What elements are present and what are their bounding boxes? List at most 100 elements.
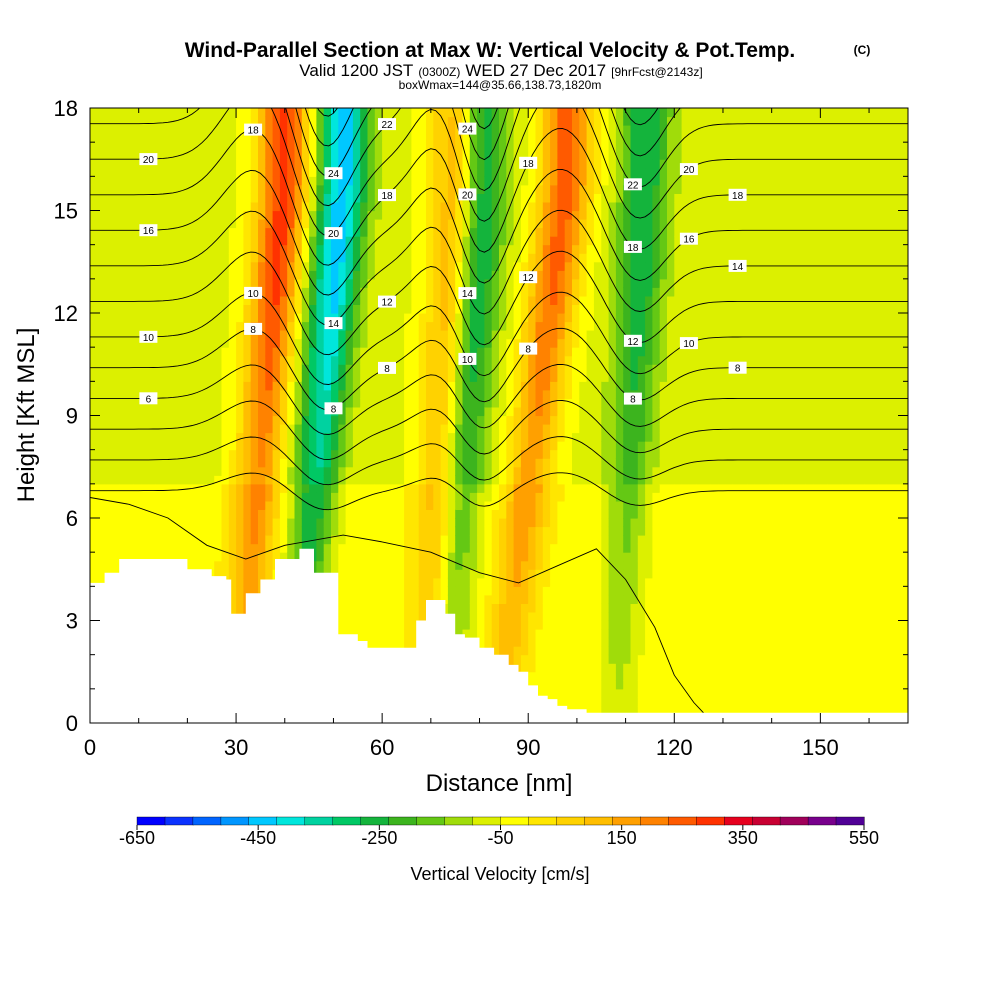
w-cell — [535, 133, 544, 143]
w-cell — [557, 466, 566, 476]
w-cell — [170, 202, 179, 212]
w-cell — [177, 193, 186, 203]
w-cell — [550, 321, 558, 331]
w-cell — [462, 509, 471, 519]
w-cell — [163, 184, 171, 194]
w-cell — [111, 108, 120, 118]
w-cell — [97, 569, 106, 579]
w-cell — [177, 347, 186, 357]
w-cell — [170, 543, 179, 553]
w-cell — [148, 518, 157, 528]
w-cell — [141, 424, 149, 434]
w-cell — [469, 577, 478, 587]
w-cell — [579, 381, 588, 391]
w-cell — [550, 560, 558, 570]
w-cell — [294, 552, 303, 562]
w-cell — [360, 184, 369, 194]
w-cell — [374, 167, 383, 177]
w-cell — [433, 142, 442, 152]
w-cell — [294, 389, 303, 399]
w-cell — [557, 415, 566, 425]
w-cell — [177, 381, 186, 391]
w-cell — [557, 500, 566, 510]
w-cell — [345, 176, 354, 186]
w-cell — [279, 441, 288, 451]
w-cell — [243, 483, 252, 493]
w-cell — [440, 483, 449, 493]
w-cell — [426, 509, 434, 519]
w-cell — [155, 347, 164, 357]
w-cell — [104, 526, 113, 536]
w-cell — [301, 210, 310, 220]
w-cell — [426, 125, 434, 135]
w-cell — [557, 560, 566, 570]
w-cell — [404, 210, 412, 220]
w-cell — [119, 108, 128, 118]
w-cell — [382, 466, 390, 476]
w-cell — [550, 688, 558, 698]
w-cell — [126, 287, 135, 297]
w-cell — [177, 108, 186, 118]
w-cell — [528, 236, 537, 246]
w-cell — [294, 202, 303, 212]
w-cell — [586, 278, 595, 288]
w-cell — [360, 295, 369, 305]
w-cell — [572, 219, 580, 229]
w-cell — [564, 270, 573, 280]
w-cell — [177, 355, 186, 365]
w-cell — [462, 586, 471, 596]
w-cell — [389, 500, 398, 510]
w-cell — [593, 552, 602, 562]
w-cell — [345, 236, 354, 246]
w-cell — [367, 398, 376, 408]
w-cell — [426, 219, 434, 229]
w-cell — [206, 313, 215, 323]
w-cell — [367, 526, 376, 536]
w-cell — [148, 543, 157, 553]
w-cell — [542, 295, 551, 305]
subtitle-forecast: [9hrFcst@2143z] — [611, 65, 703, 79]
w-cell — [411, 543, 420, 553]
w-cell — [236, 219, 244, 229]
w-cell — [382, 150, 390, 160]
w-cell — [593, 663, 602, 673]
w-cell — [148, 278, 157, 288]
w-cell — [455, 278, 464, 288]
w-cell — [426, 295, 434, 305]
w-cell — [352, 167, 361, 177]
w-cell — [426, 159, 434, 169]
w-cell — [316, 483, 325, 493]
w-cell — [148, 202, 157, 212]
w-cell — [287, 415, 296, 425]
w-cell — [352, 432, 361, 442]
w-cell — [163, 389, 171, 399]
w-cell — [316, 219, 325, 229]
w-cell — [97, 398, 106, 408]
w-cell — [279, 389, 288, 399]
w-cell — [513, 125, 522, 135]
w-cell — [119, 227, 128, 237]
w-cell — [279, 552, 288, 562]
w-cell — [199, 219, 208, 229]
w-cell — [206, 364, 215, 374]
w-cell — [396, 458, 405, 468]
w-cell — [184, 424, 193, 434]
w-cell — [214, 475, 223, 485]
w-cell — [572, 227, 580, 237]
w-cell — [294, 193, 303, 203]
w-cell — [155, 552, 164, 562]
w-cell — [374, 176, 383, 186]
w-cell — [426, 338, 434, 348]
w-cell — [119, 142, 128, 152]
w-cell — [382, 569, 390, 579]
w-cell — [309, 338, 317, 348]
w-cell — [184, 381, 193, 391]
w-cell — [491, 270, 500, 280]
w-cell — [550, 671, 558, 681]
w-cell — [535, 244, 544, 254]
w-cell — [279, 364, 288, 374]
w-cell — [301, 389, 310, 399]
w-cell — [250, 552, 259, 562]
w-cell — [564, 304, 573, 314]
w-cell — [499, 483, 507, 493]
